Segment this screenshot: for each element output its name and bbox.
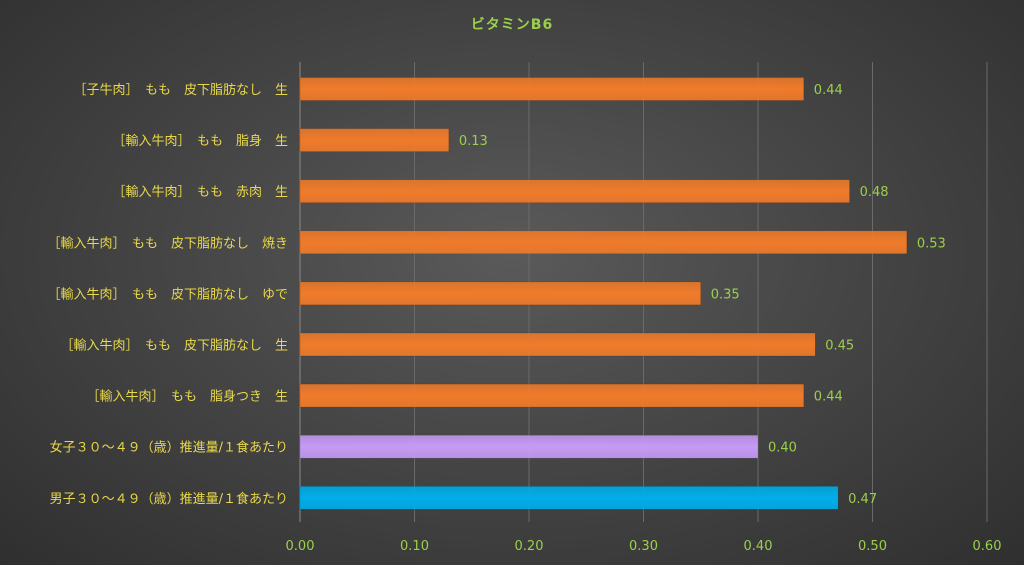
data-label: 0.35 [711, 287, 740, 302]
labels: 0.00 0.10 0.20 0.30 0.40 0.50 0.60 0.44 ［子牛肉］ もも… [47, 82, 1001, 554]
x-tick-label: 0.00 [286, 539, 315, 554]
x-tick-label: 0.10 [400, 539, 429, 554]
data-label: 0.45 [825, 339, 854, 354]
category-label: ［輸入牛肉］ もも 皮下脂肪なし 焼き [47, 235, 288, 251]
bar [299, 281, 701, 306]
x-tick-label: 0.50 [858, 539, 887, 554]
category-label: 女子３０～４９（歳）推進量/１食あたり [50, 440, 288, 456]
bar [299, 128, 450, 152]
x-tick-label: 0.60 [973, 539, 1002, 554]
bar [299, 486, 839, 510]
data-label: 0.44 [814, 83, 843, 98]
data-label: 0.53 [917, 236, 946, 251]
data-label: 0.48 [860, 185, 889, 200]
data-label: 0.44 [814, 390, 843, 405]
bar [299, 383, 805, 408]
category-label: ［輸入牛肉］ もも 脂身 生 [112, 133, 288, 149]
bars [299, 77, 908, 510]
data-label: 0.13 [459, 134, 488, 149]
data-label: 0.40 [768, 441, 797, 456]
bar [299, 332, 816, 357]
category-label: ［輸入牛肉］ もも 皮下脂肪なし ゆで [47, 286, 288, 302]
x-tick-label: 0.40 [744, 539, 773, 554]
bar [299, 77, 805, 101]
x-tick-label: 0.30 [629, 539, 658, 554]
bar [299, 179, 850, 203]
x-tick-label: 0.20 [515, 539, 544, 554]
category-label: 男子３０～４９（歳）推進量/１食あたり [50, 491, 288, 507]
bar [299, 434, 759, 459]
data-label: 0.47 [848, 492, 877, 507]
chart-title: ビタミンB6 [470, 17, 554, 33]
category-label: ［輸入牛肉］ もも 赤肉 生 [112, 185, 288, 200]
bar [299, 230, 908, 255]
category-label: ［輸入牛肉］ もも 脂身つき 生 [86, 389, 288, 405]
category-label: ［輸入牛肉］ もも 皮下脂肪なし 生 [60, 338, 288, 354]
category-label: ［子牛肉］ もも 皮下脂肪なし 生 [73, 82, 288, 98]
